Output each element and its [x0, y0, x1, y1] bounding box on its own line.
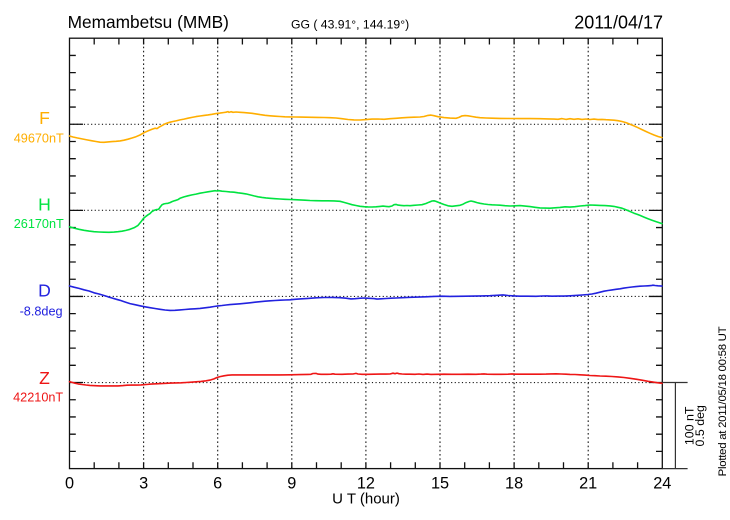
svg-text:Memambetsu (MMB): Memambetsu (MMB) — [68, 12, 229, 32]
svg-text:0: 0 — [65, 475, 74, 493]
svg-text:42210nT: 42210nT — [13, 391, 63, 405]
svg-text:18: 18 — [505, 475, 523, 493]
svg-text:3: 3 — [139, 475, 148, 493]
svg-text:GG ( 43.91°, 144.19°): GG ( 43.91°, 144.19°) — [291, 17, 409, 31]
svg-text:24: 24 — [653, 475, 671, 493]
svg-text:H: H — [38, 195, 51, 215]
svg-text:100 nT: 100 nT — [682, 406, 696, 445]
svg-text:F: F — [39, 108, 50, 128]
svg-text:49670nT: 49670nT — [14, 132, 64, 146]
svg-text:12: 12 — [357, 475, 375, 493]
svg-text:26170nT: 26170nT — [14, 217, 64, 231]
svg-text:D: D — [38, 281, 51, 301]
svg-text:U T (hour): U T (hour) — [332, 491, 400, 508]
svg-text:9: 9 — [287, 475, 296, 493]
svg-text:0.5 deg: 0.5 deg — [693, 405, 707, 446]
svg-text:Plotted at 2011/05/18 00:58 UT: Plotted at 2011/05/18 00:58 UT — [717, 326, 729, 476]
svg-text:Z: Z — [39, 368, 50, 388]
svg-text:21: 21 — [579, 475, 597, 493]
svg-text:2011/04/17: 2011/04/17 — [574, 12, 663, 32]
svg-text:-8.8deg: -8.8deg — [20, 305, 63, 319]
svg-text:6: 6 — [213, 475, 222, 493]
svg-text:15: 15 — [431, 475, 449, 493]
